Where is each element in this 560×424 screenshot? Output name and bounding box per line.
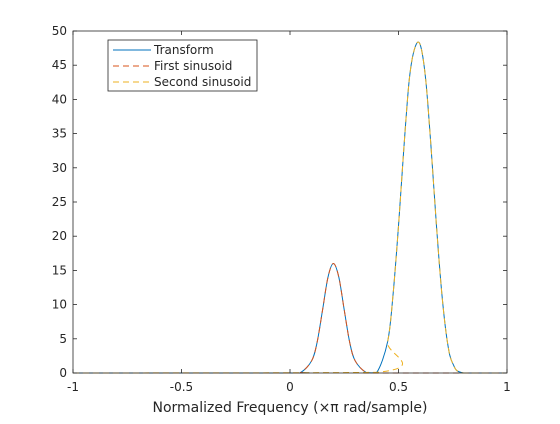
legend-box bbox=[107, 39, 258, 92]
x-tick-label: 1 bbox=[503, 380, 511, 394]
y-tick-label: 5 bbox=[59, 332, 67, 346]
legend-label-3: Second sinusoid bbox=[154, 75, 251, 89]
legend-label-1: Transform bbox=[153, 43, 214, 57]
x-tick-label: -1 bbox=[67, 380, 79, 394]
y-tick-label: 50 bbox=[52, 24, 67, 38]
x-tick-label: 0.5 bbox=[389, 380, 408, 394]
x-tick-label: 0 bbox=[286, 380, 294, 394]
legend: Transform First sinusoid Second sinusoid bbox=[107, 39, 258, 92]
y-tick-label: 15 bbox=[52, 263, 67, 277]
y-tick-label: 30 bbox=[52, 161, 67, 175]
x-tick-label: -0.5 bbox=[170, 380, 193, 394]
y-tick-label: 40 bbox=[52, 92, 67, 106]
y-tick-label: 20 bbox=[52, 229, 67, 243]
legend-label-2: First sinusoid bbox=[154, 59, 232, 73]
y-tick-label: 0 bbox=[59, 366, 67, 380]
y-tick-label: 25 bbox=[52, 195, 67, 209]
series-line-3 bbox=[72, 41, 507, 374]
y-tick-label: 10 bbox=[52, 298, 67, 312]
y-tick-label: 45 bbox=[52, 58, 67, 72]
x-axis-label: Normalized Frequency (×π rad/sample) bbox=[153, 400, 428, 416]
y-tick-label: 35 bbox=[52, 127, 67, 141]
